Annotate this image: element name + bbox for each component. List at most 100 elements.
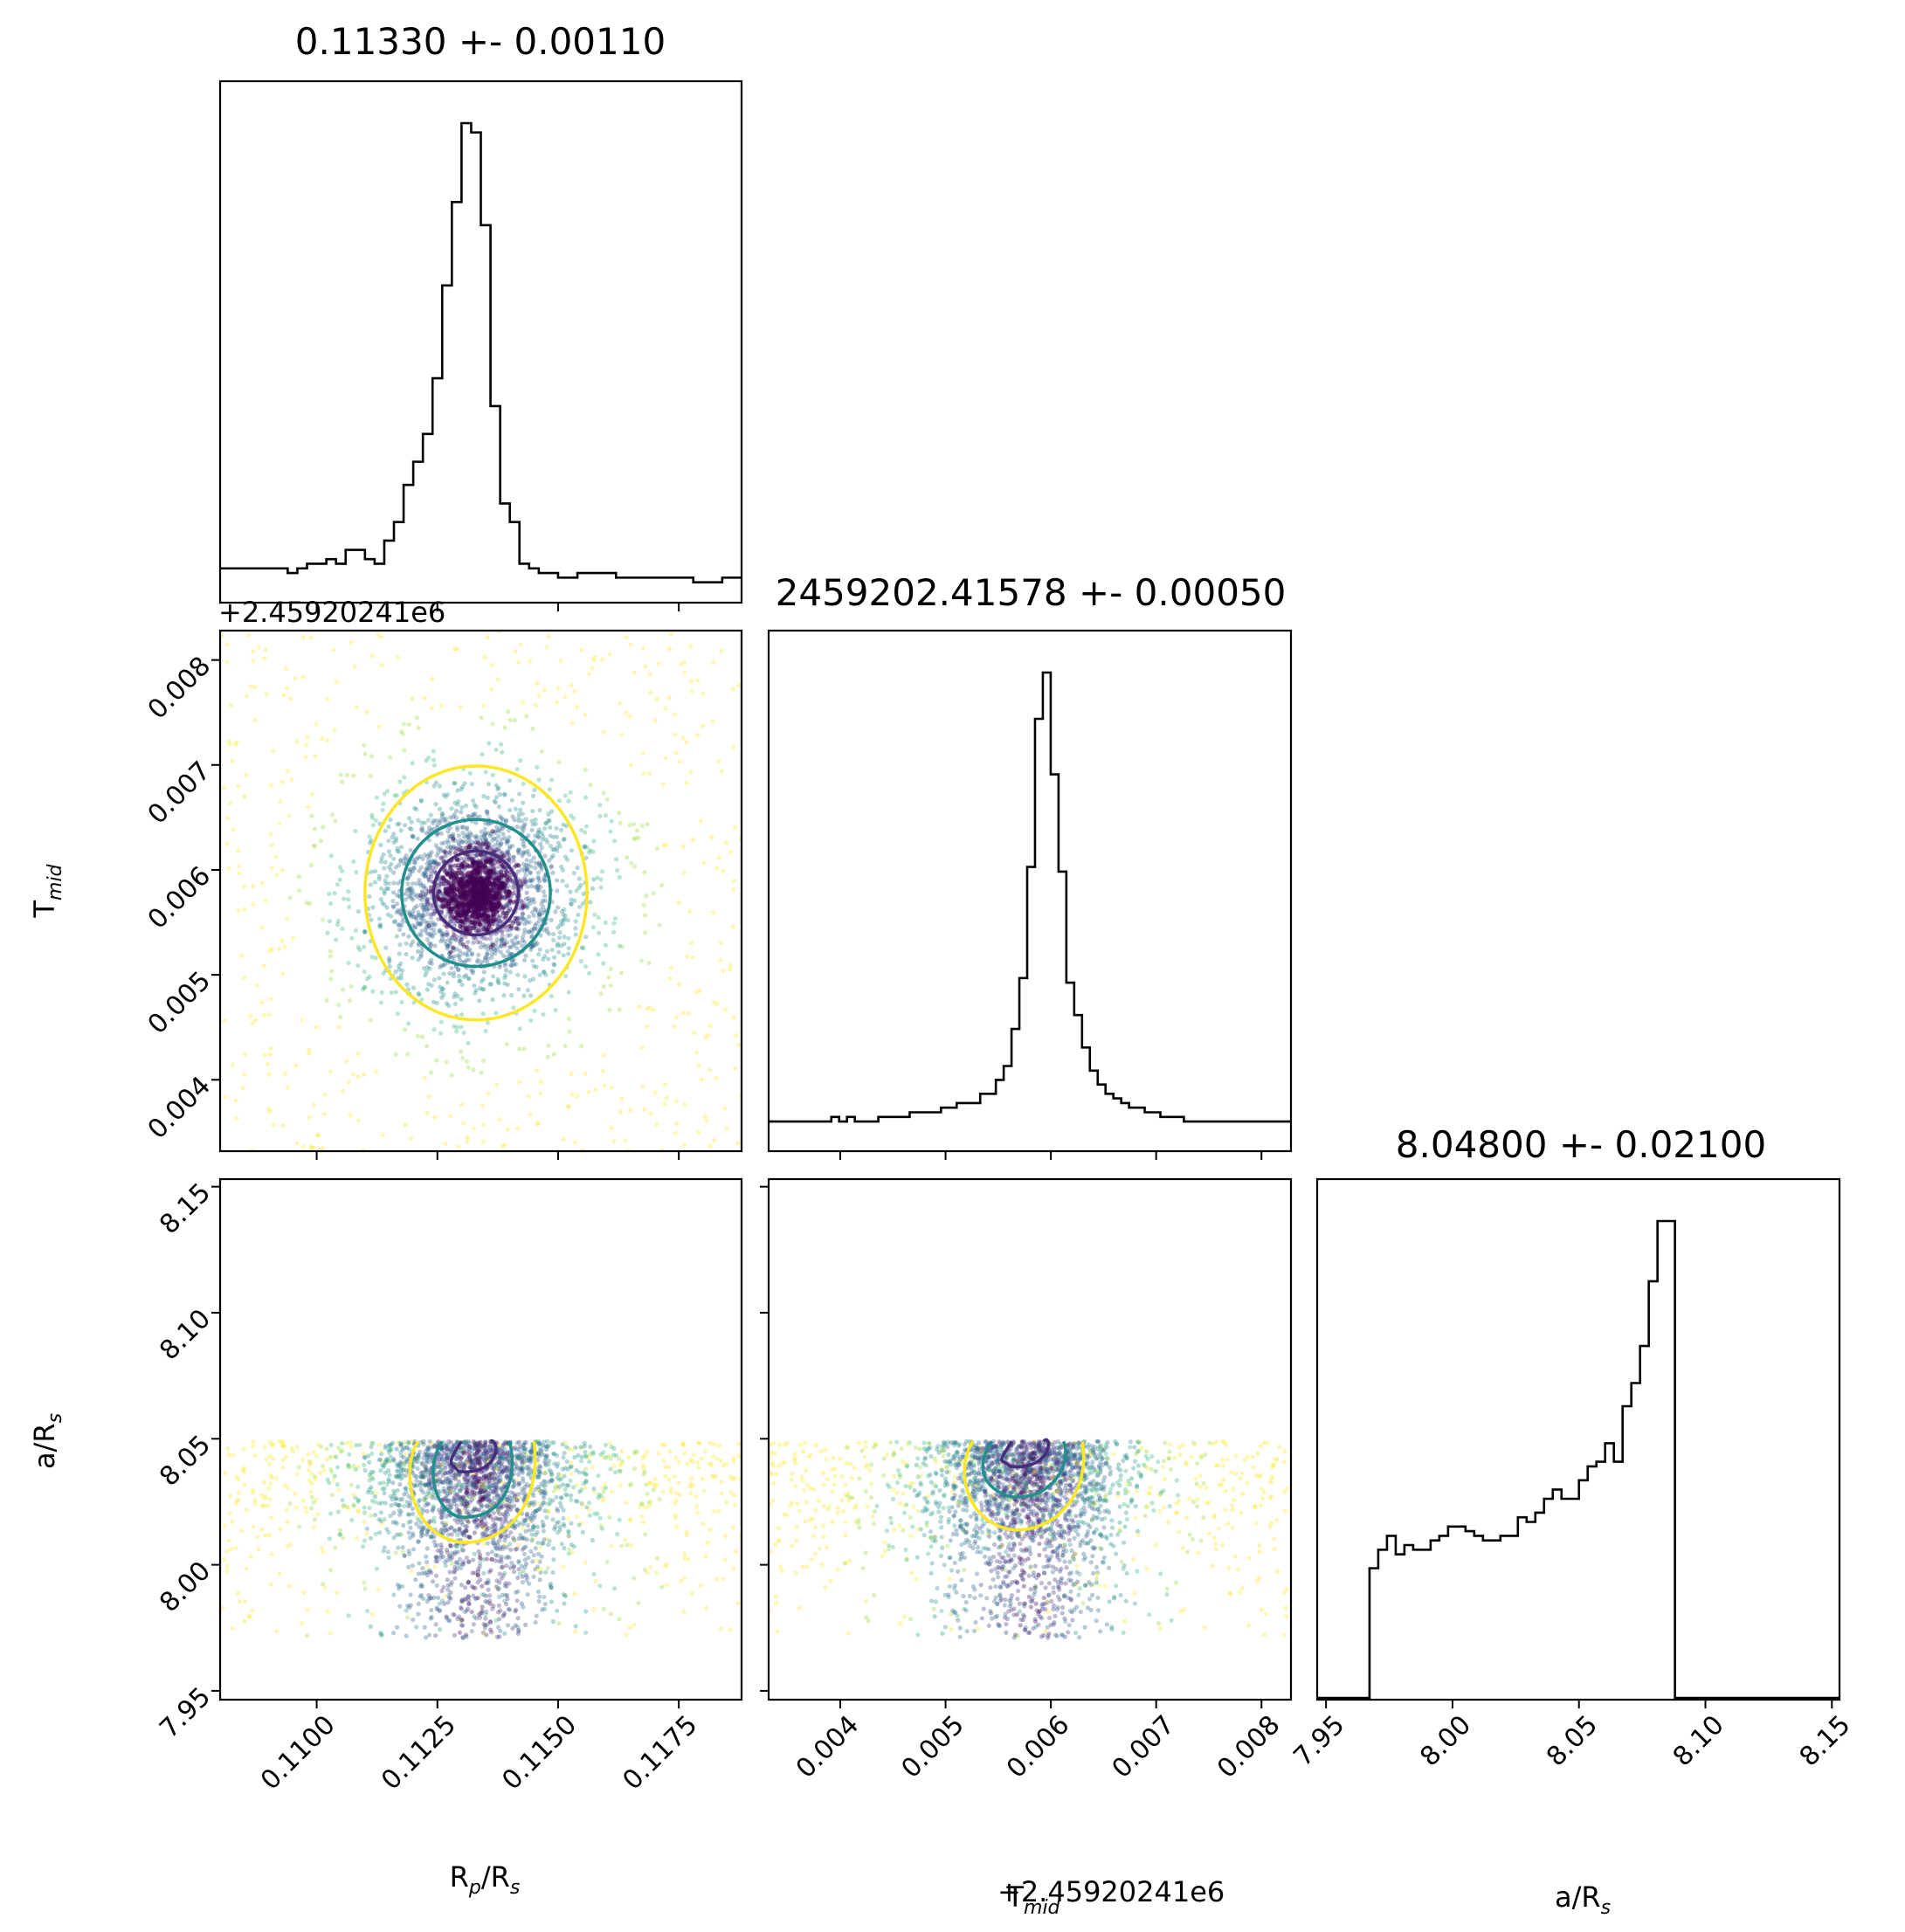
scatter-point <box>647 771 652 776</box>
scatter-point <box>256 1547 261 1552</box>
scatter-point <box>547 818 552 824</box>
scatter-point <box>542 687 548 693</box>
scatter-point <box>332 1454 337 1459</box>
scatter-point <box>311 1145 316 1150</box>
scatter-point <box>545 839 550 845</box>
scatter-point <box>271 749 276 754</box>
scatter-point <box>307 1478 312 1483</box>
scatter-point <box>362 1538 368 1543</box>
scatter-point <box>446 937 452 942</box>
scatter-point <box>422 1464 428 1469</box>
scatter-point <box>441 897 446 902</box>
scatter-point <box>514 825 520 830</box>
scatter-point <box>569 721 575 726</box>
scatter-point <box>401 1522 406 1528</box>
scatter-point <box>482 957 487 963</box>
scatter-point <box>394 910 399 915</box>
scatter-point <box>449 1073 454 1078</box>
scatter-point <box>474 1525 480 1530</box>
scatter-point <box>424 899 430 904</box>
scatter-point <box>528 870 533 876</box>
scatter-point <box>550 969 556 974</box>
scatter-point <box>652 1090 658 1095</box>
scatter-point <box>419 897 424 902</box>
scatter-point <box>404 982 410 987</box>
scatter-point <box>283 666 289 672</box>
scatter-point <box>714 1456 720 1461</box>
scatter-point <box>490 772 495 778</box>
scatter-point <box>516 940 521 945</box>
scatter-point <box>445 1532 451 1537</box>
scatter-point <box>640 1520 645 1525</box>
scatter-point <box>721 968 726 974</box>
scatter-rp-tmid <box>220 631 742 1151</box>
scatter-point <box>718 940 723 945</box>
scatter-point <box>505 1497 510 1503</box>
scatter-point <box>576 876 582 881</box>
scatter-point <box>609 1444 614 1450</box>
scatter-point <box>422 1463 427 1469</box>
scatter-point <box>732 1066 738 1071</box>
scatter-point <box>268 831 273 837</box>
scatter-point <box>480 1604 485 1610</box>
scatter-point <box>673 750 679 756</box>
scatter-point <box>607 1515 612 1520</box>
scatter-point <box>528 1549 534 1554</box>
scatter-point <box>311 1500 316 1505</box>
scatter-point <box>424 930 430 935</box>
scatter-point <box>639 1501 645 1507</box>
scatter-point <box>484 840 489 845</box>
scatter-point <box>511 1478 516 1483</box>
scatter-point <box>335 1465 341 1470</box>
scatter-point <box>619 732 625 737</box>
scatter-point <box>386 849 392 854</box>
scatter-point <box>479 1481 485 1487</box>
scatter-point <box>528 944 534 949</box>
scatter-point <box>459 1025 464 1030</box>
scatter-point <box>595 1511 600 1516</box>
scatter-point <box>386 1529 391 1535</box>
scatter-point <box>606 1453 611 1459</box>
scatter-point <box>362 751 368 756</box>
scatter-point <box>355 1499 361 1504</box>
scatter-point <box>539 910 545 916</box>
scatter-point <box>240 1085 245 1091</box>
scatter-point <box>442 1601 447 1606</box>
scatter-point <box>457 957 463 963</box>
scatter-point <box>458 838 463 843</box>
scatter-point <box>582 1444 587 1449</box>
scatter-point <box>455 967 460 973</box>
scatter-point <box>480 1451 486 1457</box>
scatter-point <box>478 1490 483 1495</box>
scatter-point <box>529 897 535 902</box>
scatter-point <box>425 874 431 880</box>
scatter-point <box>428 931 434 936</box>
scatter-point <box>536 1487 542 1492</box>
scatter-point <box>483 831 488 837</box>
scatter-point <box>448 845 453 850</box>
scatter-point <box>466 1479 471 1485</box>
scatter-point <box>420 1527 425 1532</box>
scatter-point <box>619 1449 625 1454</box>
scatter-point <box>688 769 694 775</box>
scatter-point <box>444 1614 449 1619</box>
scatter-point <box>556 1621 562 1626</box>
scatter-point <box>416 942 422 948</box>
scatter-point <box>429 961 434 966</box>
scatter-point <box>500 933 505 938</box>
scatter-point <box>563 693 568 700</box>
scatter-point <box>309 791 314 797</box>
scatter-point <box>487 1627 494 1632</box>
scatter-point <box>478 1490 483 1495</box>
scatter-point <box>452 1528 458 1534</box>
scatter-point <box>479 885 484 891</box>
scatter-point <box>479 1070 484 1075</box>
scatter-point <box>476 1549 481 1554</box>
scatter-point <box>496 981 501 986</box>
scatter-point <box>542 1458 548 1464</box>
scatter-point <box>512 718 518 723</box>
scatter-point <box>406 1512 411 1517</box>
scatter-point <box>418 1584 424 1589</box>
scatter-point <box>469 1628 475 1634</box>
scatter-point <box>609 1125 614 1130</box>
